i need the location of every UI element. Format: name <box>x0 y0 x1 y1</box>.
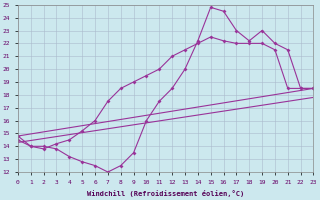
X-axis label: Windchill (Refroidissement éolien,°C): Windchill (Refroidissement éolien,°C) <box>87 190 244 197</box>
